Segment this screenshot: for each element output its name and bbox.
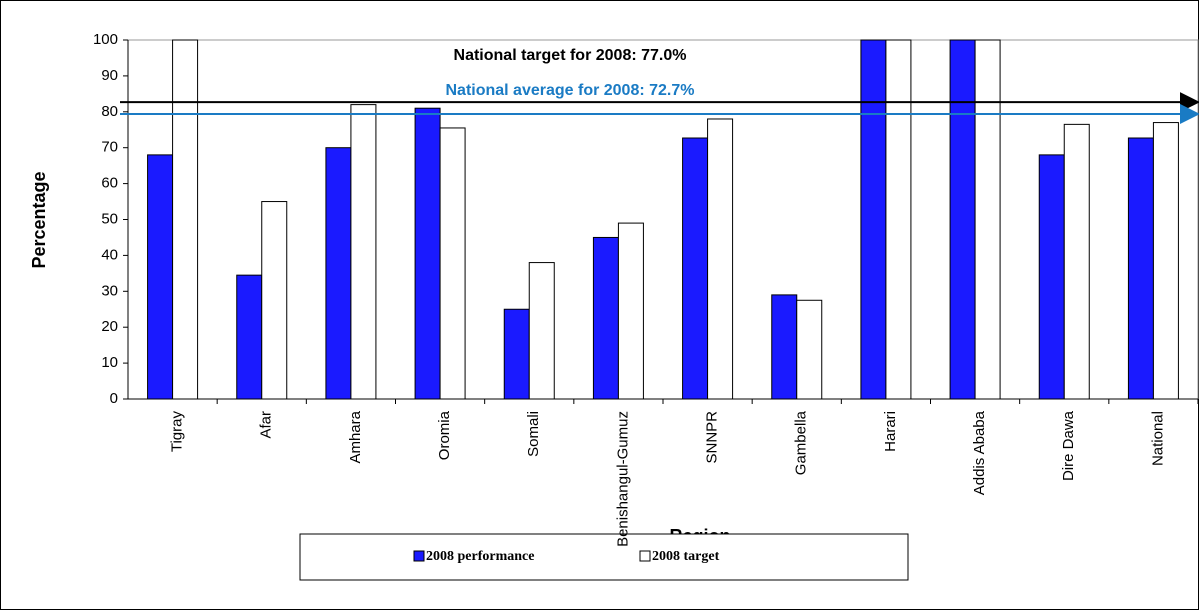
bar — [682, 137, 709, 400]
legend-swatch — [639, 550, 651, 562]
bar — [592, 236, 619, 400]
y-tick-label: 80 — [101, 103, 118, 120]
bar — [236, 274, 263, 400]
bar — [771, 294, 798, 400]
x-tick-label: National — [1149, 411, 1166, 466]
legend-label: 2008 target — [652, 549, 720, 564]
x-tick-label: Addis Ababa — [971, 410, 988, 495]
bar — [860, 39, 887, 400]
bar — [885, 39, 912, 400]
y-tick-label: 0 — [110, 390, 118, 407]
y-tick-label: 60 — [101, 175, 118, 192]
legend-label: 2008 performance — [426, 549, 534, 564]
x-tick-label: Benishangul-Gumuz — [614, 411, 631, 547]
bar — [707, 118, 734, 400]
legend — [299, 533, 909, 581]
bar — [261, 201, 288, 400]
bar — [325, 147, 352, 400]
bar — [1063, 123, 1090, 400]
y-tick-label: 50 — [101, 210, 118, 227]
y-tick-label: 20 — [101, 318, 118, 335]
x-tick-label: Afar — [258, 411, 275, 439]
bar — [796, 299, 823, 400]
bar — [1038, 154, 1065, 400]
y-axis-label: Percentage — [29, 171, 49, 268]
x-tick-label: Gambella — [793, 410, 810, 475]
bar — [350, 104, 377, 400]
bar — [414, 107, 441, 400]
bar — [528, 262, 555, 400]
y-tick-label: 100 — [93, 31, 118, 48]
legend-swatch — [413, 550, 425, 562]
x-tick-label: Amhara — [347, 410, 364, 463]
bar — [503, 308, 530, 400]
bar — [1152, 122, 1179, 400]
bar — [172, 39, 199, 400]
x-tick-label: Oromia — [436, 410, 453, 460]
bar — [1127, 137, 1154, 400]
y-tick-label: 10 — [101, 354, 118, 371]
bar — [439, 127, 466, 400]
y-tick-label: 40 — [101, 246, 118, 263]
annotation: National average for 2008: 72.7% — [445, 82, 694, 99]
bar — [949, 39, 976, 400]
y-tick-label: 30 — [101, 282, 118, 299]
x-tick-label: Dire Dawa — [1060, 410, 1077, 481]
x-tick-label: Harari — [882, 411, 899, 452]
x-tick-label: Tigray — [169, 411, 186, 453]
bar — [974, 39, 1001, 400]
annotation: National target for 2008: 77.0% — [454, 47, 687, 64]
x-tick-label: SNNPR — [704, 411, 721, 464]
y-tick-label: 90 — [101, 67, 118, 84]
bar — [617, 222, 644, 400]
bar — [147, 154, 174, 400]
x-tick-label: Somali — [525, 411, 542, 457]
y-tick-label: 70 — [101, 139, 118, 156]
